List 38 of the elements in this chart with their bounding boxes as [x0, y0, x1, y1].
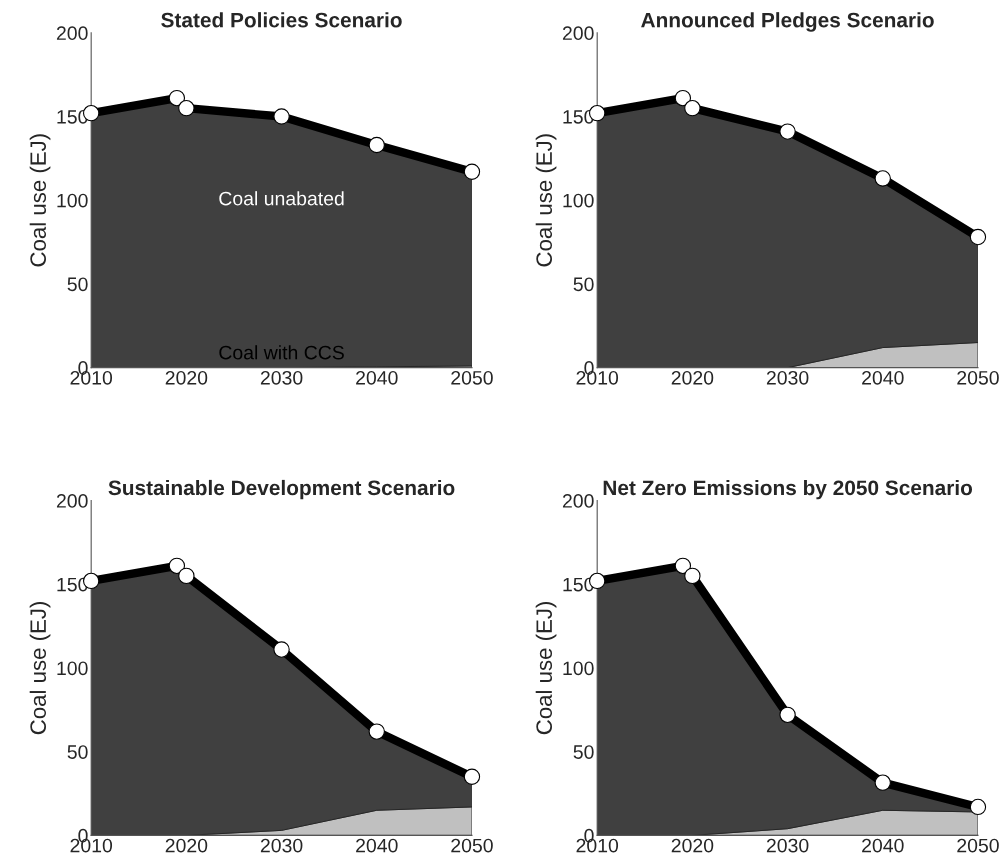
x-tick-label: 2020 — [671, 370, 714, 385]
x-tick-label: 2050 — [957, 370, 999, 385]
x-tick-label: 2040 — [356, 370, 398, 385]
chart-title: Sustainable Development Scenario — [108, 479, 455, 500]
x-tick-label: 2030 — [766, 838, 809, 853]
y-axis-title: Coal use (EJ) — [535, 602, 557, 735]
y-axis-title: Coal use (EJ) — [29, 602, 51, 735]
y-tick-label: 100 — [563, 661, 594, 676]
x-tick-label: 2020 — [165, 370, 208, 385]
y-tick-label: 50 — [573, 745, 594, 759]
x-tick-label: 2040 — [862, 838, 904, 853]
x-tick-label: 2050 — [957, 838, 999, 853]
y-tick-label: 100 — [563, 193, 594, 208]
x-tick-label: 2020 — [165, 838, 208, 853]
y-axis-title: Coal use (EJ) — [29, 134, 51, 267]
chart-title: Announced Pledges Scenario — [641, 12, 934, 32]
x-tick-label: 2050 — [451, 370, 493, 385]
y-axis-title: Coal use (EJ) — [535, 134, 557, 267]
y-tick-label: 200 — [56, 26, 88, 41]
x-tick-label: 2050 — [451, 838, 493, 853]
annotation: Coal unabated — [219, 191, 344, 206]
y-tick-label: 50 — [67, 745, 88, 759]
y-tick-label: 200 — [56, 494, 88, 508]
x-tick-label: 2030 — [260, 370, 303, 385]
x-tick-label: 2040 — [356, 838, 398, 853]
y-tick-label: 200 — [562, 494, 594, 508]
chart-title: Stated Policies Scenario — [161, 12, 402, 28]
x-tick-label: 2030 — [260, 838, 303, 853]
annotation: Coal with CCS — [219, 345, 344, 360]
y-tick-label: 50 — [573, 277, 594, 292]
chart-title: Net Zero Emissions by 2050 Scenario — [603, 479, 973, 500]
x-tick-label: 2030 — [766, 370, 809, 385]
x-tick-label: 2040 — [862, 370, 904, 385]
y-tick-label: 100 — [57, 661, 88, 676]
y-tick-label: 50 — [67, 277, 88, 292]
y-tick-label: 200 — [562, 26, 594, 41]
y-tick-label: 100 — [57, 193, 88, 208]
x-tick-label: 2020 — [671, 838, 714, 853]
